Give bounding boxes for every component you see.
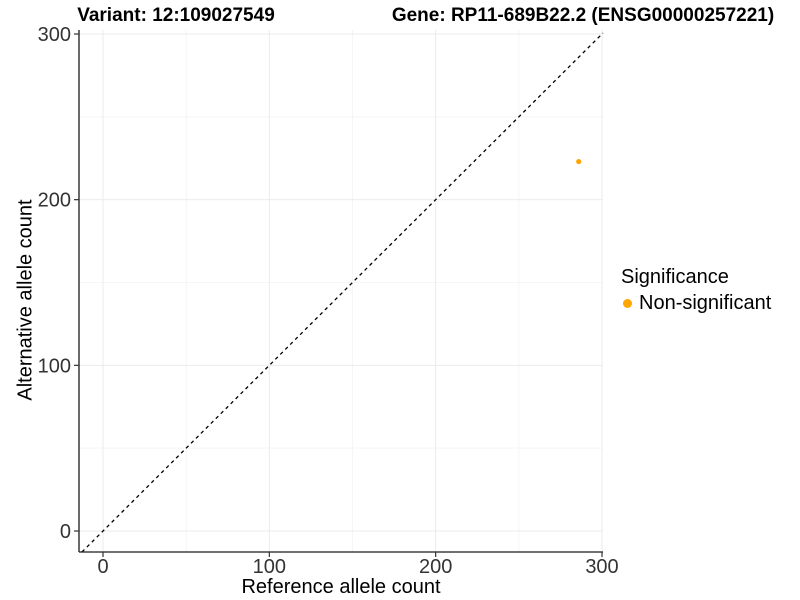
- grid-minor-lines: [79, 30, 603, 552]
- legend: Significance Non-significant: [621, 266, 771, 314]
- grid-major-lines: [79, 30, 603, 552]
- identity-dashed-line: [81, 32, 604, 553]
- y-tick-label: 300: [38, 24, 71, 46]
- y-axis-tick-labels: 0 100 200 300: [38, 24, 71, 543]
- y-axis-title: Alternative allele count: [14, 199, 37, 401]
- data-points: [576, 158, 582, 165]
- gene-title: Gene: RP11-689B22.2 (ENSG00000257221): [391, 5, 775, 26]
- x-axis-title: Reference allele count: [241, 576, 441, 598]
- x-tick-label: 0: [97, 556, 108, 578]
- y-tick-label: 0: [60, 521, 71, 543]
- x-axis-tick-labels: 0 100 200 300: [97, 556, 618, 578]
- legend-title: Significance: [621, 266, 729, 288]
- axis-lines: [78, 30, 603, 553]
- variant-title: Variant: 12:109027549: [77, 5, 275, 26]
- legend-point-icon: [623, 298, 632, 308]
- y-tick-label: 100: [38, 355, 71, 377]
- x-tick-label: 300: [585, 556, 618, 578]
- y-tick-label: 200: [38, 190, 71, 212]
- x-tick-label: 100: [253, 556, 286, 578]
- x-tick-label: 200: [419, 556, 452, 578]
- axis-tick-marks: [74, 33, 603, 557]
- scatter-point-non-significant: [576, 158, 582, 165]
- legend-item-label: Non-significant: [639, 292, 772, 314]
- legend-item-non-significant: Non-significant: [621, 292, 771, 314]
